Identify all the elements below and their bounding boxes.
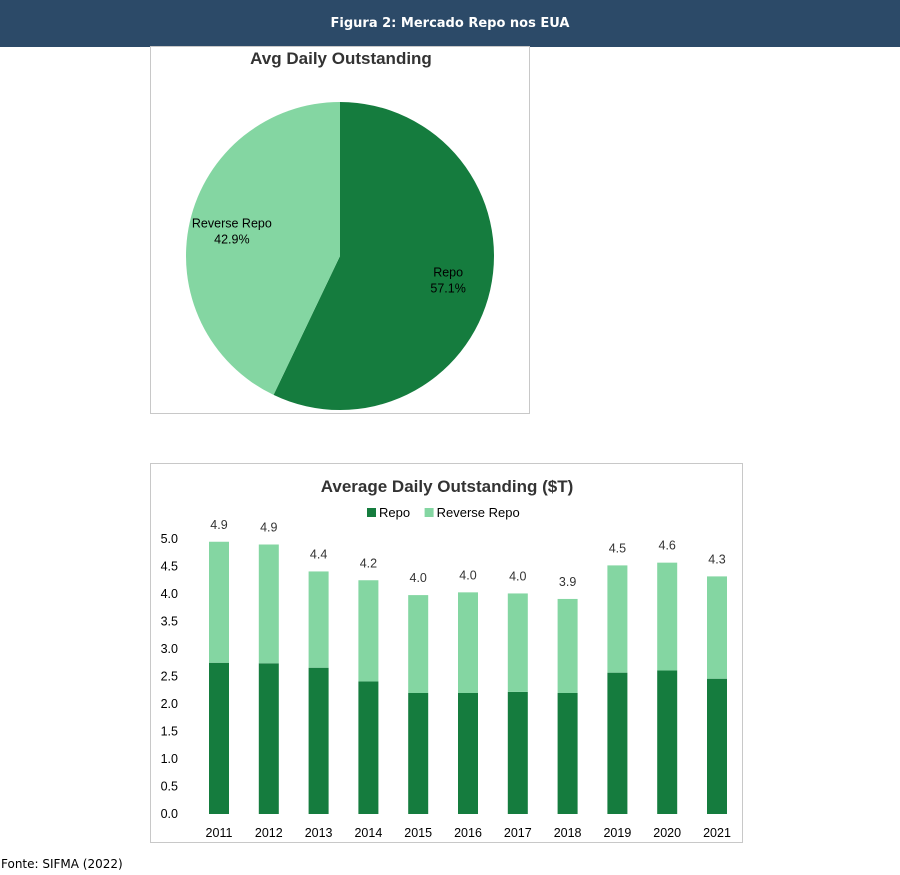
bar-repo-2015 xyxy=(408,693,429,814)
legend-label-repo: Repo xyxy=(379,505,410,520)
bar-repo-2018 xyxy=(557,693,578,814)
y-tick-label: 3.5 xyxy=(161,615,178,629)
x-tick-label: 2012 xyxy=(255,826,283,840)
bar-reverse-repo-2012 xyxy=(258,544,279,664)
y-tick-label: 1.0 xyxy=(161,752,178,766)
y-tick-label: 0.0 xyxy=(161,807,178,821)
bar-reverse-repo-2017 xyxy=(507,593,528,692)
source-note: Fonte: SIFMA (2022) xyxy=(1,857,123,871)
bar-reverse-repo-2014 xyxy=(358,580,379,682)
x-tick-label: 2019 xyxy=(603,826,631,840)
bar-repo-2014 xyxy=(358,681,379,814)
legend-label-reverse-repo: Reverse Repo xyxy=(437,505,520,520)
x-tick-label: 2011 xyxy=(206,826,233,840)
x-tick-label: 2015 xyxy=(404,826,432,840)
bar-repo-2019 xyxy=(607,672,628,814)
pie-chart-title: Avg Daily Outstanding xyxy=(250,49,432,68)
pie-slice-repo xyxy=(273,102,495,411)
y-tick-label: 2.0 xyxy=(161,697,178,711)
bar-total-label-2012: 4.9 xyxy=(260,521,277,535)
bar-total-label-2011: 4.9 xyxy=(210,518,227,532)
pie-label-repo: Repo xyxy=(433,266,463,280)
bar-reverse-repo-2020 xyxy=(657,562,678,671)
bar-reverse-repo-2021 xyxy=(707,576,727,679)
bar-total-label-2013: 4.4 xyxy=(310,547,327,561)
figure-header: Figura 2: Mercado Repo nos EUA xyxy=(0,0,900,47)
figure-title: Figura 2: Mercado Repo nos EUA xyxy=(330,16,570,31)
bar-repo-2013 xyxy=(308,667,329,814)
bar-reverse-repo-2013 xyxy=(308,571,329,668)
bar-chart-title: Average Daily Outstanding ($T) xyxy=(321,477,574,496)
legend-swatch-reverse-repo xyxy=(424,508,434,517)
bar-reverse-repo-2019 xyxy=(607,565,628,673)
bar-repo-2021 xyxy=(707,678,727,814)
pie-label-reverse-repo: Reverse Repo xyxy=(192,216,272,230)
bar-total-label-2019: 4.5 xyxy=(609,541,626,555)
bar-chart-panel: Average Daily Outstanding ($T) Repo Rever… xyxy=(150,463,743,843)
bar-total-label-2021: 4.3 xyxy=(708,552,725,566)
bar-chart: Average Daily Outstanding ($T) Repo Rever… xyxy=(161,477,731,840)
x-tick-label: 2013 xyxy=(305,826,333,840)
pie-chart: Avg Daily Outstanding Repo 57.1% Reverse R… xyxy=(186,49,495,411)
y-tick-label: 0.5 xyxy=(161,780,178,794)
bar-reverse-repo-2018 xyxy=(557,598,578,693)
bar-total-label-2016: 4.0 xyxy=(459,568,476,582)
bar-reverse-repo-2011 xyxy=(209,541,229,663)
bar-total-label-2018: 3.9 xyxy=(559,575,576,589)
bar-total-label-2014: 4.2 xyxy=(360,556,377,570)
y-tick-label: 4.5 xyxy=(161,560,178,574)
bar-repo-2012 xyxy=(258,663,279,814)
x-tick-label: 2021 xyxy=(703,826,731,840)
bar-repo-2017 xyxy=(507,691,528,814)
y-tick-label: 2.5 xyxy=(161,670,178,684)
y-tick-label: 3.0 xyxy=(161,642,178,656)
bar-total-label-2015: 4.0 xyxy=(410,571,427,585)
bar-repo-2016 xyxy=(458,693,478,814)
bar-repo-2020 xyxy=(657,670,678,814)
bar-total-label-2017: 4.0 xyxy=(509,569,526,583)
pie-percent-reverse-repo: 42.9% xyxy=(214,232,249,246)
y-tick-label: 1.5 xyxy=(161,725,178,739)
x-tick-label: 2020 xyxy=(653,826,681,840)
bar-reverse-repo-2016 xyxy=(458,592,478,693)
y-tick-label: 4.0 xyxy=(161,587,178,601)
x-tick-label: 2014 xyxy=(354,826,382,840)
x-tick-label: 2018 xyxy=(554,826,582,840)
pie-slice-reverse-repo xyxy=(186,102,340,395)
bar-reverse-repo-2015 xyxy=(408,595,429,693)
legend-swatch-repo xyxy=(367,508,376,517)
x-tick-label: 2017 xyxy=(504,826,532,840)
y-tick-label: 5.0 xyxy=(161,532,178,546)
pie-chart-panel: Avg Daily Outstanding Repo 57.1% Reverse R… xyxy=(150,46,530,414)
pie-percent-repo: 57.1% xyxy=(430,282,465,296)
legend: Repo Reverse Repo xyxy=(367,505,520,520)
bar-total-label-2020: 4.6 xyxy=(659,539,676,553)
bar-repo-2011 xyxy=(209,662,229,814)
x-tick-label: 2016 xyxy=(454,826,482,840)
